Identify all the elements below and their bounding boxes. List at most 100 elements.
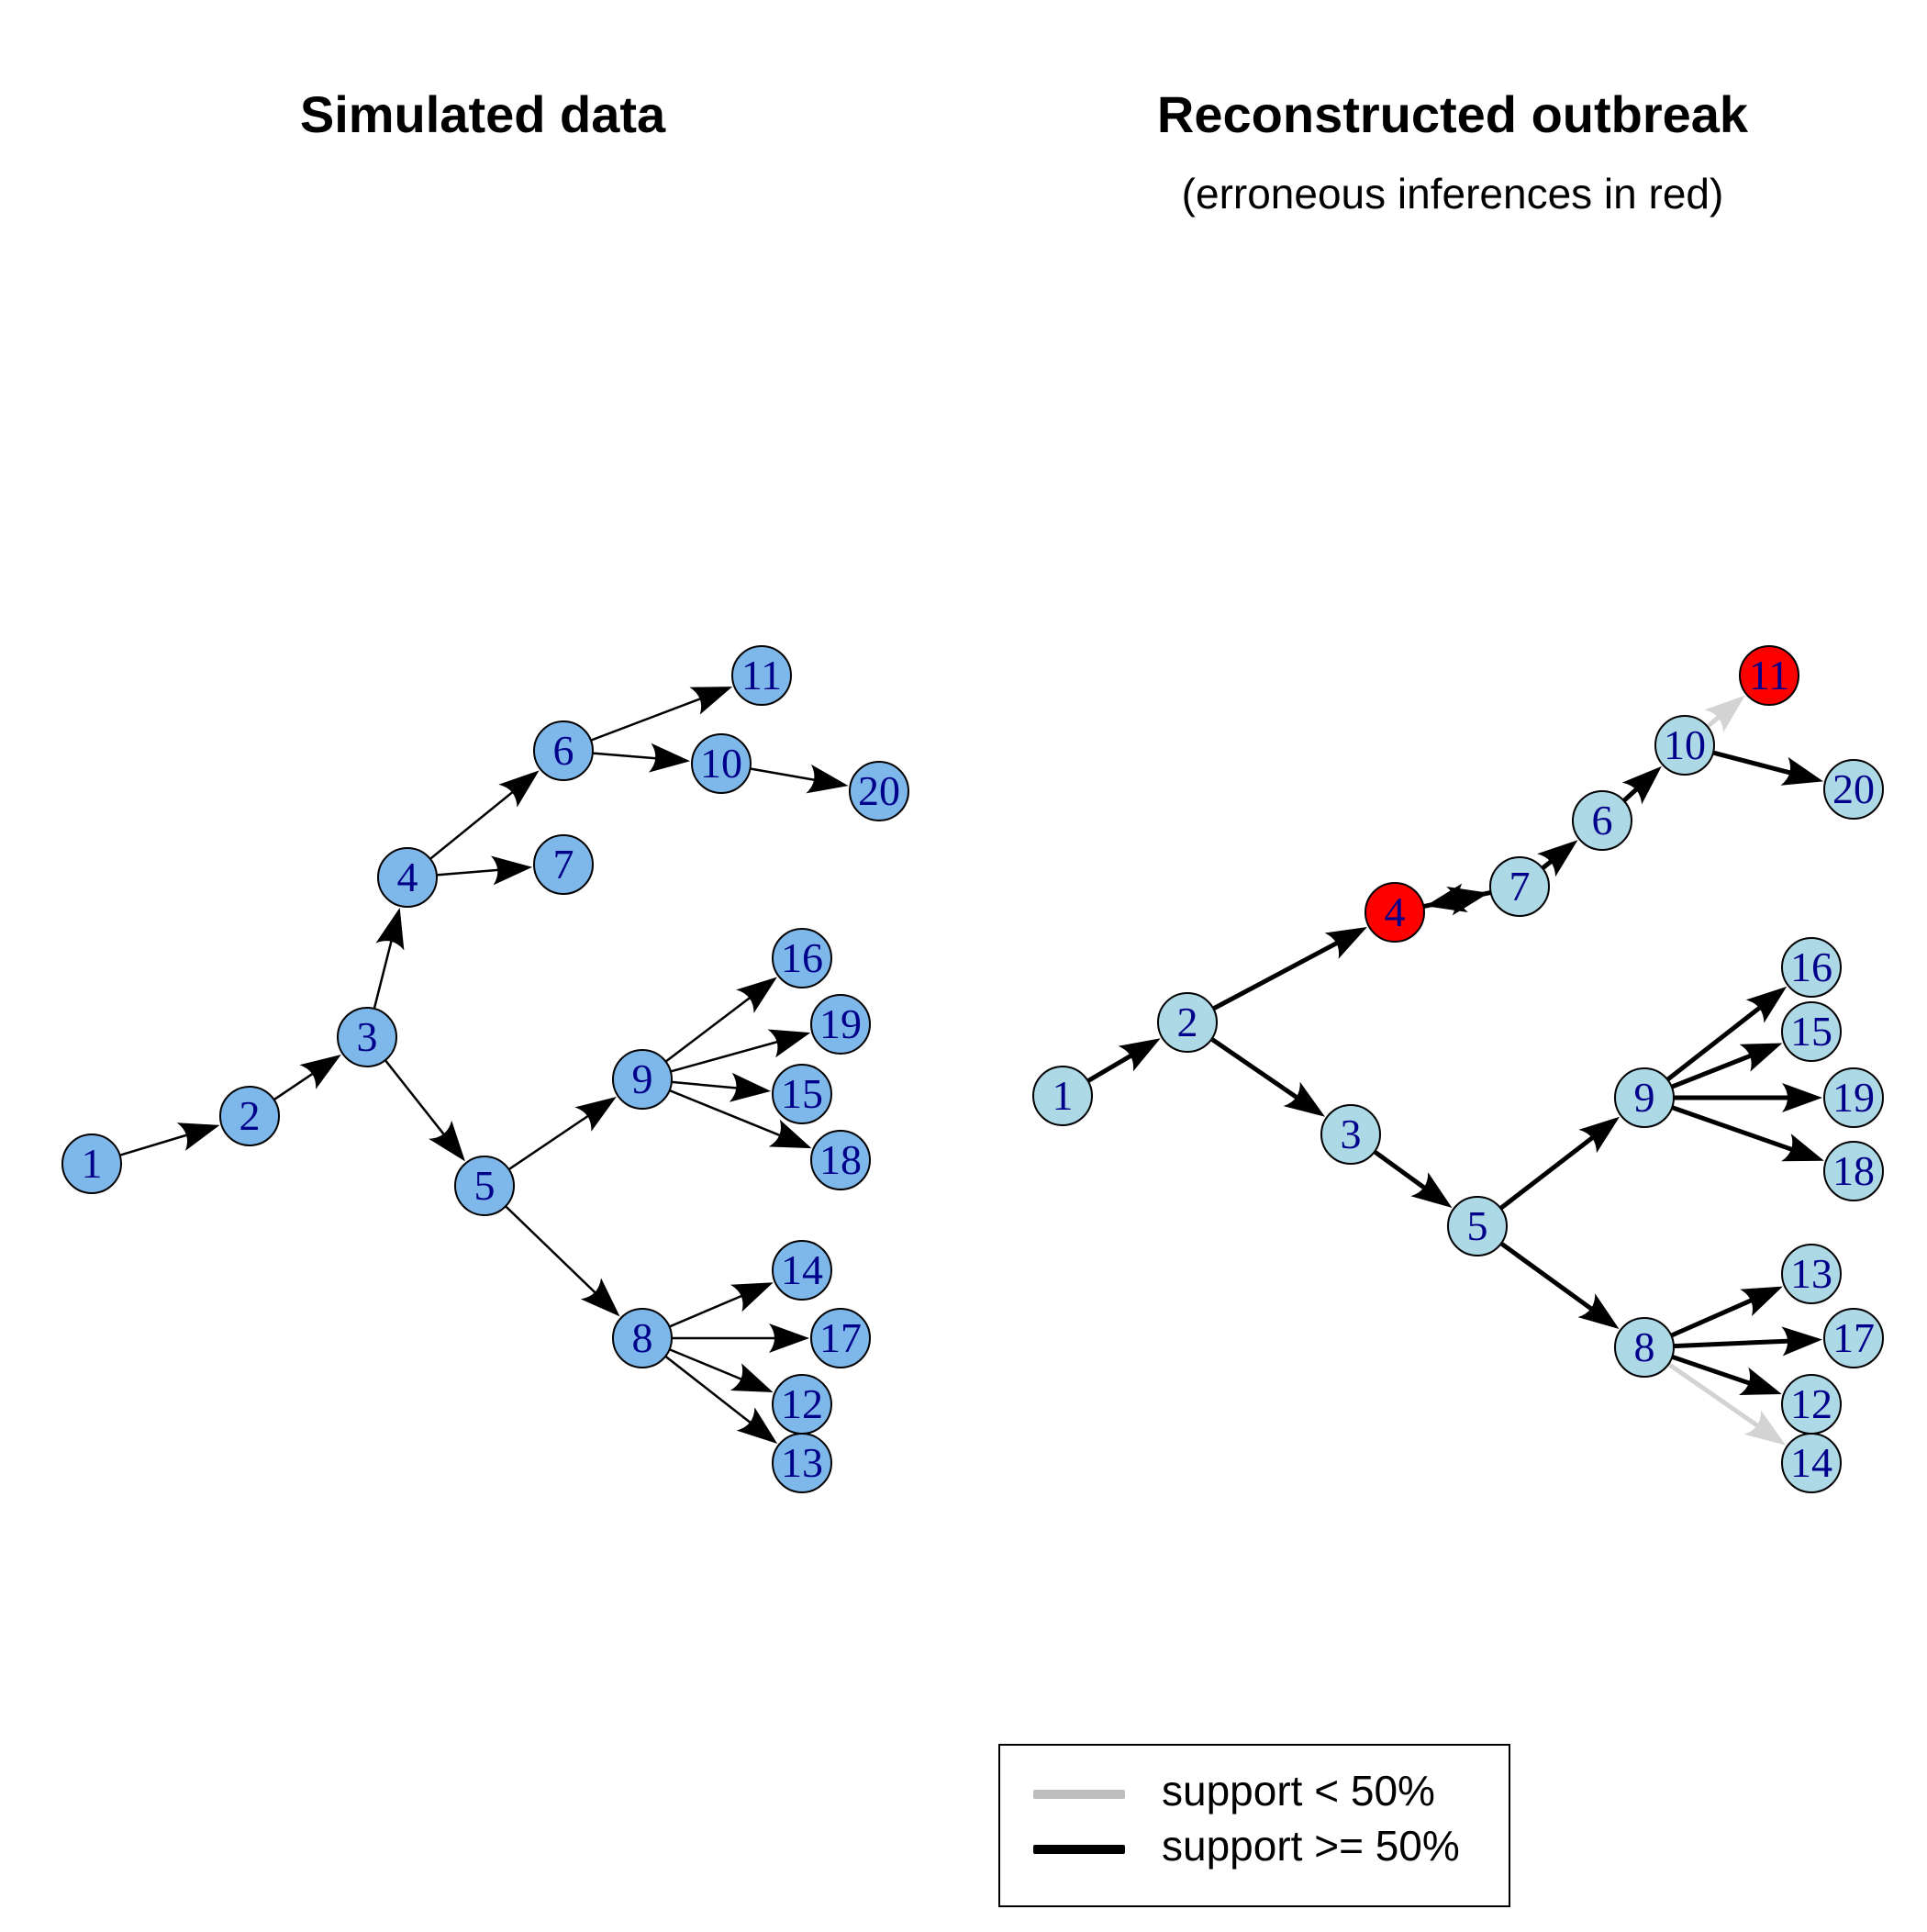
- edge-line: [1666, 1362, 1760, 1429]
- node-14: 14: [1781, 1433, 1842, 1493]
- edge-line: [1086, 1053, 1133, 1083]
- node-16: 16: [772, 928, 832, 988]
- node-label: 15: [1790, 1008, 1832, 1055]
- node-circle: [810, 1130, 871, 1190]
- node-2: 2: [1157, 992, 1218, 1053]
- node-2: 2: [219, 1086, 280, 1146]
- edge-8-14: [1666, 1362, 1787, 1446]
- node-circle: [849, 761, 909, 821]
- edge-line: [664, 1355, 752, 1424]
- edge-line: [668, 1294, 744, 1328]
- node-8: 8: [612, 1308, 673, 1368]
- edge-4-6: [429, 770, 540, 860]
- edge-7-4: [1425, 883, 1492, 912]
- arrowhead: [736, 1407, 778, 1445]
- node-label: 9: [632, 1055, 653, 1102]
- panel-title-simulated: Simulated data: [299, 85, 666, 143]
- node-label: 17: [819, 1314, 862, 1361]
- node-9: 9: [612, 1049, 673, 1110]
- node-circle: [1032, 1066, 1093, 1126]
- node-circle: [1614, 1317, 1675, 1378]
- edge-line: [1670, 1297, 1754, 1338]
- node-label: 16: [1790, 944, 1832, 990]
- edge-8-17: [672, 1323, 809, 1353]
- node-circle: [1823, 1067, 1884, 1128]
- edge-line: [1671, 1354, 1752, 1386]
- arrowhead: [1425, 883, 1468, 912]
- edge-line: [590, 697, 703, 742]
- node-label: 16: [781, 934, 823, 981]
- node-label: 1: [1053, 1072, 1074, 1119]
- node-11: 11: [1739, 645, 1799, 706]
- edge-line: [1621, 787, 1639, 803]
- node-label: 10: [700, 740, 742, 787]
- arrowhead: [1324, 926, 1367, 959]
- node-13: 13: [772, 1433, 832, 1493]
- edge-4-7: [436, 855, 533, 886]
- edge-line: [1457, 890, 1492, 902]
- legend-item-low: support < 50%: [1000, 1766, 1509, 1821]
- arrowhead: [730, 1363, 774, 1392]
- node-circle: [612, 1308, 673, 1368]
- node-label: 8: [632, 1314, 653, 1361]
- node-label: 13: [781, 1439, 823, 1486]
- arrowhead: [1739, 1043, 1783, 1072]
- edge-3-5: [384, 1059, 465, 1162]
- node-label: 19: [1832, 1074, 1875, 1121]
- edge-5-9: [507, 1097, 617, 1171]
- legend-label-high: support >= 50%: [1162, 1822, 1460, 1870]
- node-label: 12: [1790, 1380, 1832, 1427]
- arrowhead: [498, 770, 540, 808]
- arrowhead: [1537, 840, 1578, 877]
- node-20: 20: [1823, 759, 1884, 820]
- arrowhead: [730, 1282, 774, 1312]
- edge-line: [436, 868, 500, 877]
- arrowhead: [767, 1029, 811, 1058]
- edge-9-19: [1674, 1083, 1822, 1112]
- node-6: 6: [1572, 790, 1632, 851]
- edge-line: [1209, 1037, 1299, 1100]
- edge-5-9: [1498, 1116, 1621, 1211]
- node-circle: [1320, 1104, 1381, 1165]
- edge-line: [671, 1080, 739, 1089]
- node-label: 2: [239, 1092, 261, 1139]
- node-label: 13: [1790, 1250, 1832, 1297]
- node-label: 9: [1634, 1074, 1655, 1121]
- node-circle: [1823, 1141, 1884, 1201]
- node-19: 19: [1823, 1067, 1884, 1128]
- node-circle: [772, 1240, 832, 1301]
- arrowhead: [806, 764, 849, 794]
- edge-9-19: [670, 1029, 811, 1073]
- node-label: 19: [819, 1000, 862, 1047]
- node-label: 6: [553, 727, 574, 774]
- edge-7-6: [1537, 840, 1578, 877]
- node-10: 10: [691, 733, 752, 794]
- node-label: 11: [1749, 652, 1789, 698]
- node-label: 5: [474, 1162, 496, 1209]
- edge-9-15: [671, 1072, 772, 1102]
- node-circle: [1739, 645, 1799, 706]
- node-6: 6: [533, 720, 594, 781]
- legend-swatch-low: [1033, 1790, 1125, 1799]
- node-circle: [377, 847, 438, 908]
- node-label: 18: [1832, 1147, 1875, 1194]
- node-label: 7: [1509, 863, 1531, 910]
- node-circle: [1654, 715, 1715, 776]
- node-circle: [1781, 937, 1842, 998]
- arrowhead: [580, 1278, 620, 1317]
- node-20: 20: [849, 761, 909, 821]
- arrowhead: [574, 1097, 617, 1132]
- node-circle: [1781, 1433, 1842, 1493]
- edge-line: [669, 1089, 782, 1137]
- edge-line: [1373, 1149, 1427, 1190]
- node-circle: [1823, 1308, 1884, 1368]
- arrowhead: [1781, 1326, 1823, 1357]
- legend-swatch-high: [1033, 1845, 1125, 1854]
- node-label: 20: [858, 767, 900, 814]
- arrowhead: [490, 855, 533, 886]
- node-circle: [1823, 759, 1884, 820]
- arrowhead: [176, 1122, 220, 1151]
